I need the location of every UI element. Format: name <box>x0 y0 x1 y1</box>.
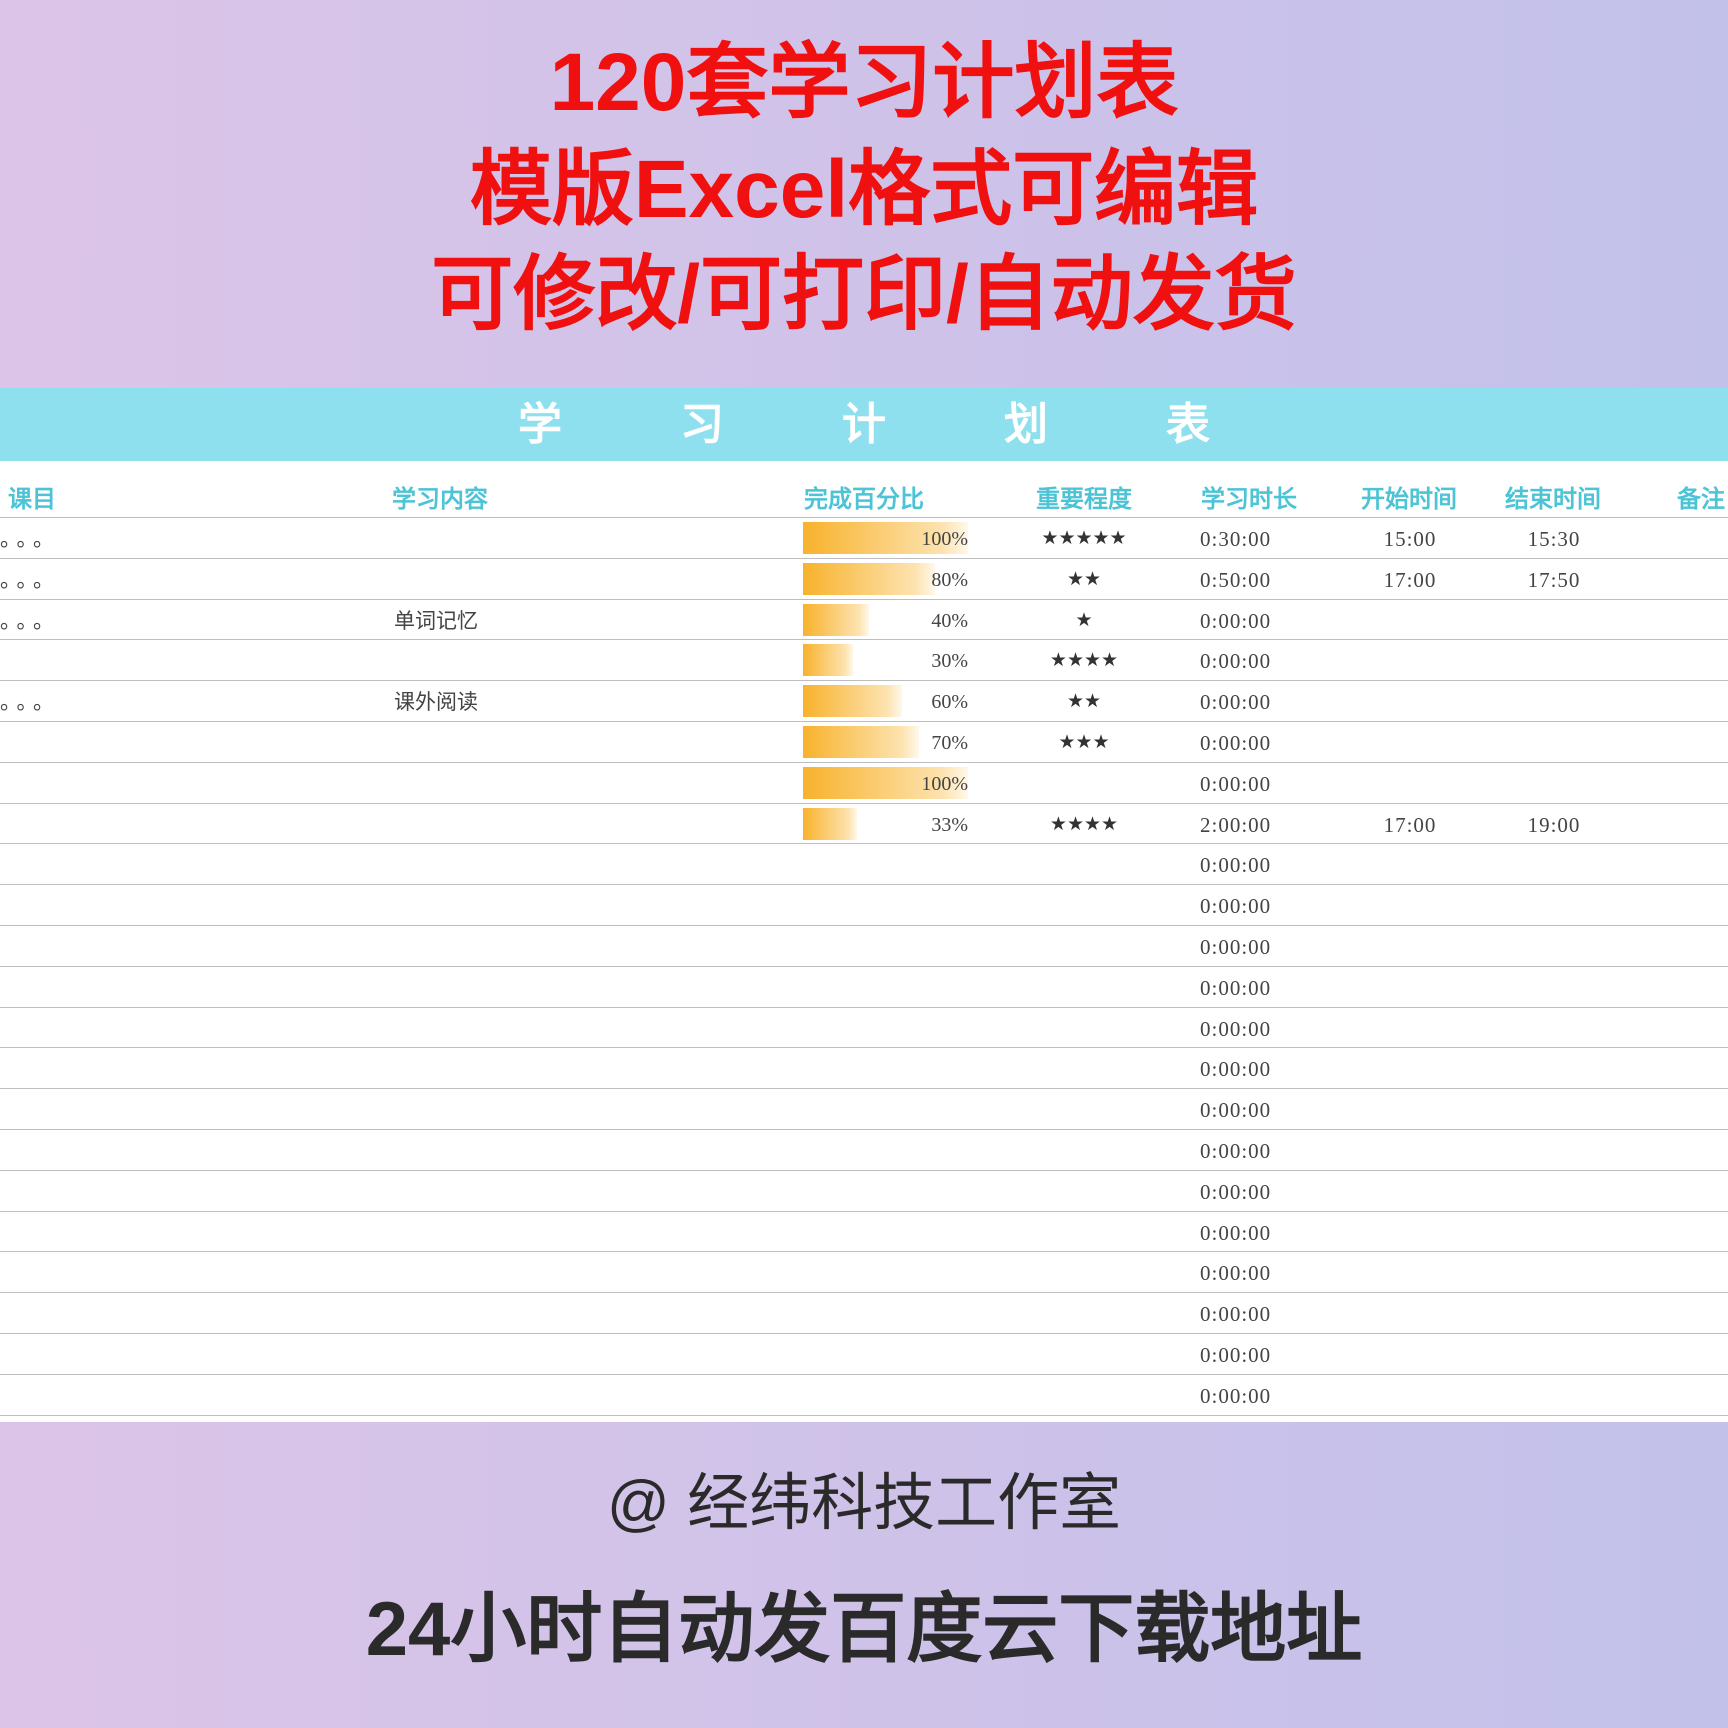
duration-cell: 0:00:00 <box>1200 649 1272 674</box>
progress-label: 60% <box>931 691 968 714</box>
download-note: 24小时自动发百度云下载地址 <box>365 1587 1363 1672</box>
importance-cell: ★★ <box>1066 568 1102 590</box>
table-row: 0:00:00 <box>0 1130 1728 1171</box>
duration-cell: 0:50:00 <box>1200 567 1272 592</box>
importance-cell: ★★★★ <box>1049 813 1119 835</box>
content-cell: 单词记忆 <box>394 608 478 633</box>
column-header: 学习时长 <box>1201 486 1297 513</box>
column-header: 结束时间 <box>1505 486 1601 513</box>
duration-cell: 0:00:00 <box>1200 935 1272 959</box>
duration-cell: 0:00:00 <box>1200 608 1272 633</box>
progress-label: 80% <box>931 568 968 591</box>
duration-cell: 0:00:00 <box>1200 1343 1272 1367</box>
duration-cell: 0:30:00 <box>1200 527 1272 551</box>
duration-cell: 0:00:00 <box>1200 853 1272 878</box>
subject-cell: 。。。 <box>0 608 60 633</box>
duration-cell: 0:00:00 <box>1200 1220 1272 1245</box>
duration-cell: 0:00:00 <box>1200 1016 1272 1041</box>
duration-cell: 0:00:00 <box>1200 975 1272 1000</box>
duration-cell: 0:00:00 <box>1200 1179 1272 1204</box>
sheet-title: 学习计划表 <box>0 388 1728 461</box>
subject-cell: 。。。 <box>0 567 60 592</box>
duration-cell: 0:00:00 <box>1200 771 1272 796</box>
start-cell: 17:00 <box>1383 812 1437 837</box>
table-row: 70% ★★★ 0:00:00 <box>0 722 1728 763</box>
start-cell: 15:00 <box>1383 527 1437 551</box>
table-row: 0:00:00 <box>0 1048 1728 1090</box>
content-cell: 课外阅读 <box>394 690 478 715</box>
table-row: 0:00:00 <box>0 1008 1728 1049</box>
table-row: 33% ★★★★ 2:00:00 17:00 19:00 <box>0 804 1728 845</box>
table-row: 0:00:00 <box>0 885 1728 926</box>
importance-cell: ★★★★ <box>1049 650 1119 672</box>
header-rule <box>0 516 1728 518</box>
table-row: 0:00:00 <box>0 844 1728 886</box>
subject-cell: 。。。 <box>0 690 60 715</box>
duration-cell: 0:00:00 <box>1200 1057 1272 1082</box>
progress-label: 40% <box>931 609 968 632</box>
table-row: 。。。 课外阅读 60% ★★ 0:00:00 <box>0 681 1728 722</box>
duration-cell: 0:00:00 <box>1200 731 1272 755</box>
progress-bar <box>803 726 919 758</box>
table-row: 0:00:00 <box>0 1375 1728 1416</box>
headline: 120套学习计划表 <box>549 37 1179 128</box>
progress-bar <box>803 685 902 718</box>
importance-cell: ★★★★★ <box>1041 528 1127 549</box>
progress-label: 100% <box>921 528 968 550</box>
duration-cell: 2:00:00 <box>1200 812 1272 837</box>
duration-cell: 0:00:00 <box>1200 1261 1272 1286</box>
column-header: 备注 <box>1677 486 1725 513</box>
spreadsheet: 学习计划表 课目 学习内容 完成百分比 重要程度 学习时长 开始时间 结束时间 备注。。。 10… <box>0 388 1728 1422</box>
progress-bar <box>803 562 935 595</box>
importance-cell: ★★ <box>1066 691 1102 713</box>
end-cell: 15:30 <box>1527 527 1581 551</box>
table-row: 30% ★★★★ 0:00:00 <box>0 640 1728 682</box>
table-row: 。。。 80% ★★ 0:50:00 17:00 17:50 <box>0 559 1728 600</box>
column-header: 课目 <box>8 486 56 513</box>
table-row: 0:00:00 <box>0 1252 1728 1294</box>
end-cell: 17:50 <box>1527 567 1581 592</box>
end-cell: 19:00 <box>1527 812 1581 837</box>
headline: 可修改/可打印/自动发货 <box>431 249 1297 340</box>
table-row: 0:00:00 <box>0 967 1728 1008</box>
duration-cell: 0:00:00 <box>1200 690 1272 715</box>
progress-label: 70% <box>931 732 968 754</box>
progress-label: 100% <box>921 772 968 795</box>
table-row: 0:00:00 <box>0 926 1728 967</box>
progress-label: 33% <box>931 813 968 836</box>
duration-cell: 0:00:00 <box>1200 894 1272 919</box>
table-row: 。。。 单词记忆 40% ★ 0:00:00 <box>0 600 1728 641</box>
table-row: 。。。 100% ★★★★★ 0:30:00 15:00 15:30 <box>0 518 1728 559</box>
table-row: 0:00:00 <box>0 1089 1728 1130</box>
progress-bar <box>803 522 968 554</box>
progress-bar <box>803 766 968 799</box>
studio: @ 经纬科技工作室 <box>606 1469 1122 1538</box>
table-row: 0:00:00 <box>0 1171 1728 1212</box>
importance-cell: ★ <box>1075 609 1093 631</box>
duration-cell: 0:00:00 <box>1200 1139 1272 1163</box>
duration-cell: 0:00:00 <box>1200 1383 1272 1408</box>
duration-cell: 0:00:00 <box>1200 1302 1272 1327</box>
table-row: 0:00:00 <box>0 1293 1728 1334</box>
start-cell: 17:00 <box>1383 567 1437 592</box>
headline: 模版Excel格式可编辑 <box>469 144 1259 235</box>
table-row: 100% 0:00:00 <box>0 763 1728 804</box>
progress-bar <box>803 644 853 677</box>
progress-bar <box>803 807 858 840</box>
column-header: 完成百分比 <box>804 486 924 513</box>
column-header: 学习内容 <box>392 486 488 513</box>
table-row: 0:00:00 <box>0 1212 1728 1253</box>
subject-cell: 。。。 <box>0 527 60 551</box>
column-header: 开始时间 <box>1361 486 1457 513</box>
table-row: 0:00:00 <box>0 1334 1728 1375</box>
duration-cell: 0:00:00 <box>1200 1098 1272 1123</box>
column-header: 重要程度 <box>1036 486 1132 513</box>
progress-bar <box>803 603 869 636</box>
importance-cell: ★★★ <box>1058 732 1110 753</box>
progress-label: 30% <box>931 650 968 673</box>
